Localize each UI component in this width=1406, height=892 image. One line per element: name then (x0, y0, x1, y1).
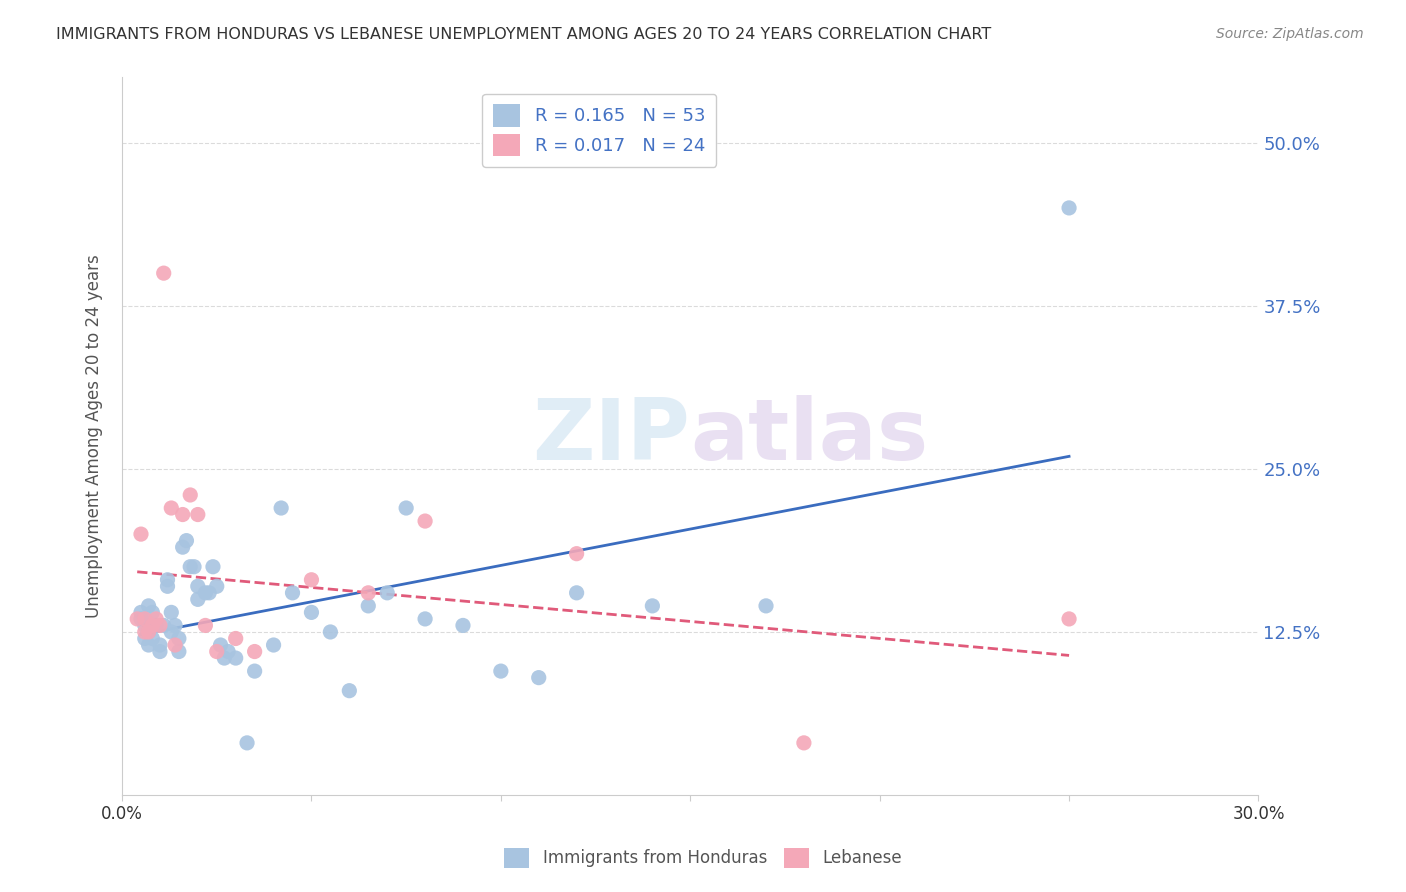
Point (1057, 612, 1080, 626)
Point (243, 664, 266, 678)
Point (205, 579, 228, 593)
Point (236, 736, 259, 750)
Point (263, 638, 285, 652)
Point (413, 612, 436, 626)
Point (167, 632, 190, 646)
Point (152, 266, 174, 280)
Point (225, 632, 247, 646)
Point (138, 624, 160, 639)
Point (337, 683, 360, 698)
Point (270, 501, 292, 516)
Point (172, 540, 194, 554)
Point (156, 573, 179, 587)
Point (179, 559, 201, 574)
Point (217, 644, 239, 658)
Point (565, 547, 588, 561)
Point (183, 559, 205, 574)
Point (395, 501, 418, 516)
Point (1057, 201, 1080, 215)
Point (160, 624, 183, 639)
Point (127, 612, 149, 626)
Point (527, 671, 550, 685)
Legend: Immigrants from Honduras, Lebanese: Immigrants from Honduras, Lebanese (498, 841, 908, 875)
Point (141, 632, 163, 646)
Point (172, 508, 194, 522)
Text: atlas: atlas (690, 395, 928, 478)
Point (167, 644, 190, 658)
Point (160, 606, 183, 620)
Point (319, 624, 342, 639)
Y-axis label: Unemployment Among Ages 20 to 24 years: Unemployment Among Ages 20 to 24 years (86, 254, 103, 618)
Point (138, 624, 160, 639)
Point (357, 599, 380, 613)
Point (205, 644, 228, 658)
Point (301, 573, 323, 587)
Point (129, 527, 152, 541)
Point (134, 618, 156, 632)
Point (138, 638, 160, 652)
Point (165, 638, 187, 652)
Point (176, 533, 198, 548)
Point (134, 624, 156, 639)
Point (138, 599, 160, 613)
Point (129, 612, 152, 626)
Point (187, 579, 209, 593)
Point (214, 651, 236, 665)
Point (375, 586, 398, 600)
Point (149, 638, 172, 652)
Point (149, 618, 172, 632)
Point (301, 606, 323, 620)
Text: ZIP: ZIP (533, 395, 690, 478)
Point (357, 586, 380, 600)
Point (413, 514, 436, 528)
Point (565, 586, 588, 600)
Point (243, 644, 266, 658)
Point (198, 586, 221, 600)
Point (145, 612, 167, 626)
Point (152, 618, 174, 632)
Point (194, 618, 217, 632)
Point (281, 586, 304, 600)
Point (793, 736, 815, 750)
Point (141, 618, 163, 632)
Point (194, 586, 217, 600)
Point (134, 612, 156, 626)
Point (641, 599, 664, 613)
Point (160, 501, 183, 516)
Text: IMMIGRANTS FROM HONDURAS VS LEBANESE UNEMPLOYMENT AMONG AGES 20 TO 24 YEARS CORR: IMMIGRANTS FROM HONDURAS VS LEBANESE UNE… (56, 27, 991, 42)
Point (149, 644, 172, 658)
Point (225, 651, 247, 665)
Point (145, 618, 167, 632)
Point (165, 618, 187, 632)
Text: Source: ZipAtlas.com: Source: ZipAtlas.com (1216, 27, 1364, 41)
Point (201, 559, 224, 574)
Point (451, 618, 474, 632)
Point (209, 638, 232, 652)
Point (489, 664, 512, 678)
Point (179, 488, 201, 502)
Point (187, 592, 209, 607)
Point (141, 606, 163, 620)
Point (156, 579, 179, 593)
Legend: R = 0.165   N = 53, R = 0.017   N = 24: R = 0.165 N = 53, R = 0.017 N = 24 (482, 94, 716, 167)
Point (134, 632, 156, 646)
Point (187, 508, 209, 522)
Point (755, 599, 778, 613)
Point (129, 606, 152, 620)
